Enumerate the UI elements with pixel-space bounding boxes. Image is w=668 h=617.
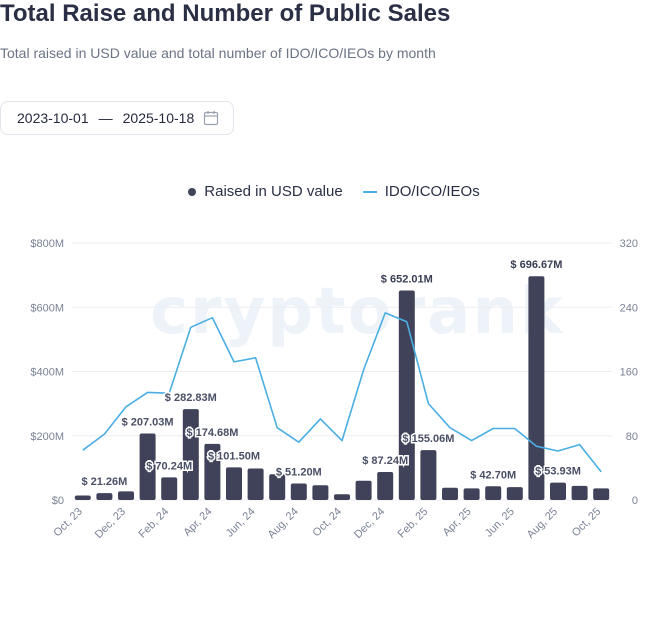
bar	[420, 450, 437, 500]
bar-data-label: $ 155.06M	[402, 433, 454, 445]
bar-data-label: $ 101.50M	[208, 450, 260, 462]
y-right-tick-label: 0	[632, 495, 638, 507]
calendar-icon[interactable]	[203, 110, 219, 126]
y-right-tick-label: 160	[620, 367, 638, 379]
bar-data-label: $ 652.01M	[381, 274, 433, 286]
y-left-tick-label: $800M	[30, 238, 64, 250]
bar	[550, 482, 566, 500]
page-subtitle: Total raised in USD value and total numb…	[0, 45, 436, 61]
legend-line-marker	[362, 190, 377, 193]
bar	[118, 491, 134, 500]
bar-data-label: $ 696.67M	[510, 259, 562, 271]
x-tick-label: Aug, 25	[525, 506, 560, 541]
x-tick-label: Dec, 23	[93, 506, 128, 541]
bar	[226, 467, 242, 500]
bar	[463, 488, 480, 500]
bar	[593, 488, 610, 500]
bar-data-label: $ 42.70M	[470, 469, 516, 481]
raise-and-sales-chart: $0 $200M $400M $600M $800M 0 80 160 240 320 $ 21.2…	[30, 238, 638, 541]
bar	[377, 471, 394, 500]
legend-bar-marker	[188, 187, 197, 196]
bar	[334, 494, 350, 500]
bar	[398, 290, 415, 500]
bar-data-label: $ 53.93M	[535, 466, 581, 478]
bar	[161, 477, 178, 500]
x-tick-label: Apr, 25	[441, 506, 474, 539]
line-series	[82, 312, 602, 473]
y-left-tick-label: $400M	[30, 367, 64, 379]
legend-label-sales: IDO/ICO/IEOs	[384, 183, 480, 200]
legend-item-raised[interactable]: Raised in USD value	[188, 183, 343, 200]
bar	[269, 474, 286, 500]
x-tick-label: Feb, 24	[136, 506, 171, 541]
bar	[355, 480, 372, 500]
date-range-separator: —	[98, 110, 113, 126]
bar	[204, 443, 221, 500]
chart-legend: Raised in USD value IDO/ICO/IEOs	[0, 183, 668, 200]
legend-label-raised: Raised in USD value	[204, 183, 343, 200]
y-right-tick-label: 80	[626, 431, 638, 443]
bar-data-label: $ 87.24M	[362, 455, 408, 467]
x-tick-label: Jun, 25	[483, 506, 517, 540]
y-left-tick-label: $200M	[30, 431, 64, 443]
bar-data-label: $ 207.03M	[122, 416, 174, 428]
y-right-tick-label: 240	[620, 302, 638, 314]
bar	[290, 483, 307, 500]
bar	[571, 485, 588, 500]
x-tick-label: Feb, 25	[396, 506, 431, 541]
legend-item-sales[interactable]: IDO/ICO/IEOs	[362, 183, 480, 200]
x-tick-label: Oct, 25	[570, 506, 604, 540]
bar	[312, 485, 329, 500]
date-range-start[interactable]: 2023-10-01	[17, 110, 89, 126]
x-tick-label: Apr, 24	[181, 506, 214, 539]
x-tick-label: Jun, 24	[224, 506, 258, 540]
bar-data-label: $ 174.68M	[186, 427, 238, 439]
bar-data-label: $ 51.20M	[276, 467, 322, 479]
bar	[74, 495, 91, 500]
bar	[182, 409, 199, 500]
bar	[139, 433, 156, 500]
bar-data-label: $ 21.26M	[81, 476, 127, 488]
date-range-picker[interactable]: 2023-10-01 — 2025-10-18	[0, 101, 234, 135]
y-left-tick-label: $600M	[30, 302, 64, 314]
date-range-end[interactable]: 2025-10-18	[122, 110, 195, 126]
bar	[96, 493, 113, 500]
y-right-tick-label: 320	[620, 238, 638, 250]
bar-data-label: $ 282.83M	[165, 392, 217, 404]
x-tick-label: Oct, 23	[51, 506, 85, 540]
y-left-tick-label: $0	[52, 495, 64, 507]
bar	[247, 468, 264, 500]
x-tick-label: Dec, 24	[352, 506, 387, 541]
x-tick-label: Oct, 24	[311, 506, 345, 540]
bar	[485, 486, 502, 500]
bar	[442, 487, 458, 500]
page-title: Total Raise and Number of Public Sales	[0, 0, 451, 27]
x-tick-label: Aug, 24	[266, 506, 301, 541]
bar-data-label: $ 70.24M	[146, 460, 192, 472]
bar	[528, 276, 545, 500]
bar	[506, 487, 523, 500]
watermark: cryptorank	[150, 275, 565, 349]
